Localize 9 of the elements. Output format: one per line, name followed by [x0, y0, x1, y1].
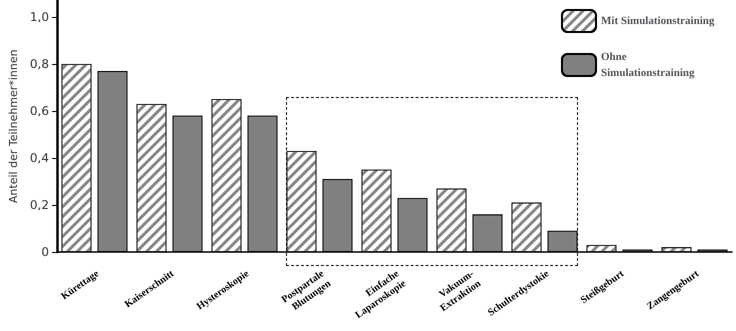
y-axis-title: Anteil der Teilnehmer*innen [7, 49, 20, 204]
y-tick-label: 0,6 [30, 104, 49, 118]
y-tick-label: 0,2 [30, 198, 49, 212]
legend-label: Mit Simulationstraining [601, 15, 715, 27]
y-tick-label: 0,8 [30, 57, 49, 71]
y-tick-label: 1,0 [30, 10, 49, 24]
y-tick-label: 0,4 [30, 151, 49, 165]
legend-label: Ohne Simulationstraining [601, 51, 696, 79]
y-tick-label: 0 [41, 245, 49, 259]
